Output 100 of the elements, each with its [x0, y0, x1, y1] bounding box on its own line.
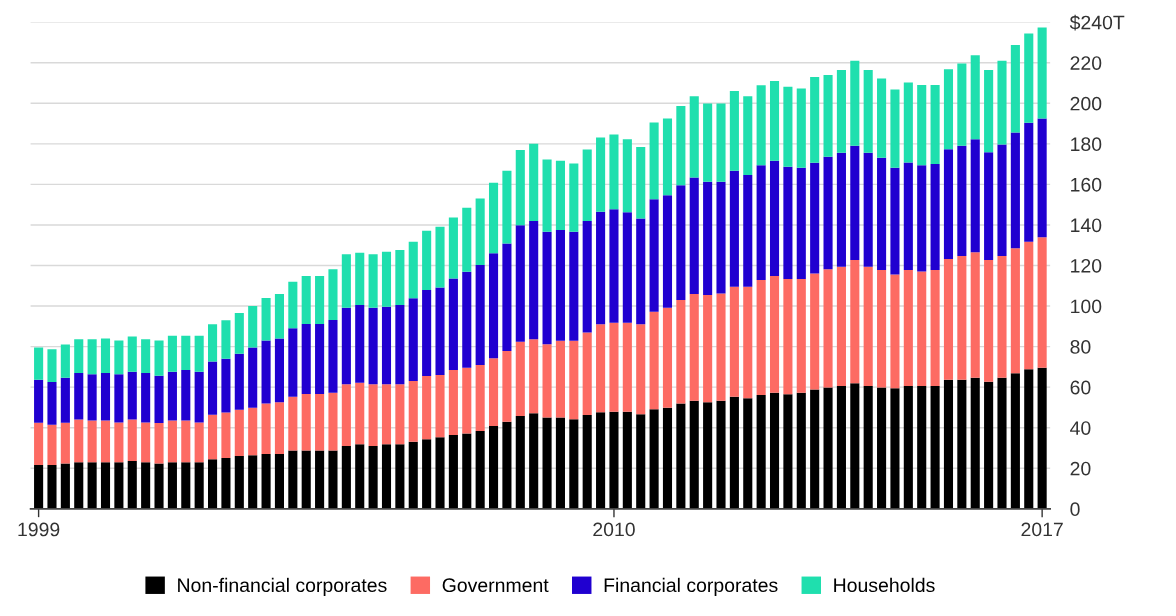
bar: [716, 400, 726, 509]
bar: [488, 182, 499, 254]
bar: [261, 297, 271, 341]
bar: [917, 85, 927, 166]
bar: [114, 422, 124, 463]
bar: [569, 163, 579, 232]
bar: [502, 243, 512, 352]
bar: [488, 253, 499, 359]
bar: [355, 252, 365, 306]
bar: [542, 159, 552, 232]
bar: [662, 407, 673, 509]
bar: [408, 381, 418, 442]
bar: [636, 146, 646, 219]
bar: [903, 385, 913, 509]
bar: [341, 384, 351, 446]
bar: [408, 298, 418, 382]
x-tick-label: 2017: [1021, 522, 1063, 537]
legend-label: Financial corporates: [604, 577, 778, 596]
bar: [555, 160, 565, 231]
bar: [890, 274, 900, 389]
bar: [1010, 45, 1020, 133]
bar: [181, 370, 191, 421]
bar: [274, 454, 284, 509]
bar: [301, 276, 311, 325]
bar: [1037, 118, 1047, 238]
bar: [997, 60, 1007, 145]
bar: [141, 422, 151, 463]
bar: [984, 152, 994, 261]
bar: [47, 381, 57, 425]
bar: [743, 286, 753, 399]
bar: [836, 152, 846, 267]
bar: [475, 265, 485, 366]
bar: [328, 392, 338, 451]
bar: [127, 336, 137, 372]
bar: [154, 463, 164, 509]
bar: [917, 271, 927, 386]
bar: [1024, 241, 1034, 370]
bar: [395, 305, 405, 385]
bar: [609, 134, 619, 210]
bar: [221, 458, 231, 509]
bar: [355, 305, 365, 383]
bar: [462, 207, 472, 272]
bar: [114, 462, 124, 509]
bar: [662, 195, 673, 308]
bar: [114, 340, 124, 375]
bar: [984, 70, 994, 153]
bar: [74, 339, 84, 373]
bar: [823, 269, 833, 388]
bar: [301, 324, 311, 395]
bar: [636, 324, 646, 415]
bar: [1037, 367, 1047, 509]
bar: [328, 450, 338, 509]
bar: [60, 377, 70, 423]
bar: [208, 324, 218, 362]
bar: [703, 402, 713, 509]
bar: [930, 85, 940, 165]
bar: [341, 254, 351, 308]
bar: [194, 462, 204, 509]
bar: [448, 278, 458, 370]
bar: [783, 166, 793, 280]
bar: [649, 122, 659, 200]
bar: [47, 349, 57, 382]
bar: [676, 185, 686, 300]
legend-label: Government: [442, 578, 549, 593]
bar: [676, 106, 686, 186]
bar: [34, 422, 44, 466]
bar: [435, 226, 445, 288]
bar: [542, 231, 552, 345]
bar: [181, 335, 191, 371]
bar: [315, 450, 325, 509]
bar: [810, 273, 820, 390]
bar: [261, 454, 271, 509]
bar: [448, 369, 458, 436]
bar: [475, 430, 485, 509]
bar: [769, 392, 780, 509]
bar: [274, 293, 284, 339]
bar: [596, 137, 606, 212]
bar: [596, 211, 606, 325]
bar: [582, 332, 592, 415]
bar: [729, 90, 739, 171]
bar: [74, 462, 84, 509]
bar: [515, 149, 525, 226]
bar: [234, 456, 244, 509]
bar: [261, 340, 271, 404]
bar: [997, 255, 1007, 378]
y-tick-label: 60: [1070, 380, 1091, 395]
bar: [448, 435, 458, 509]
bar: [609, 411, 619, 509]
y-tick-label: 0: [1070, 502, 1080, 517]
bar: [422, 230, 432, 291]
bar: [716, 293, 726, 401]
bar: [274, 402, 284, 455]
bar: [703, 295, 713, 403]
bar: [689, 96, 699, 178]
bar: [381, 306, 392, 385]
bar: [100, 420, 111, 463]
bar: [689, 400, 699, 509]
y-tick-label: 200: [1070, 96, 1102, 111]
bar: [395, 444, 405, 509]
bar: [328, 269, 338, 321]
